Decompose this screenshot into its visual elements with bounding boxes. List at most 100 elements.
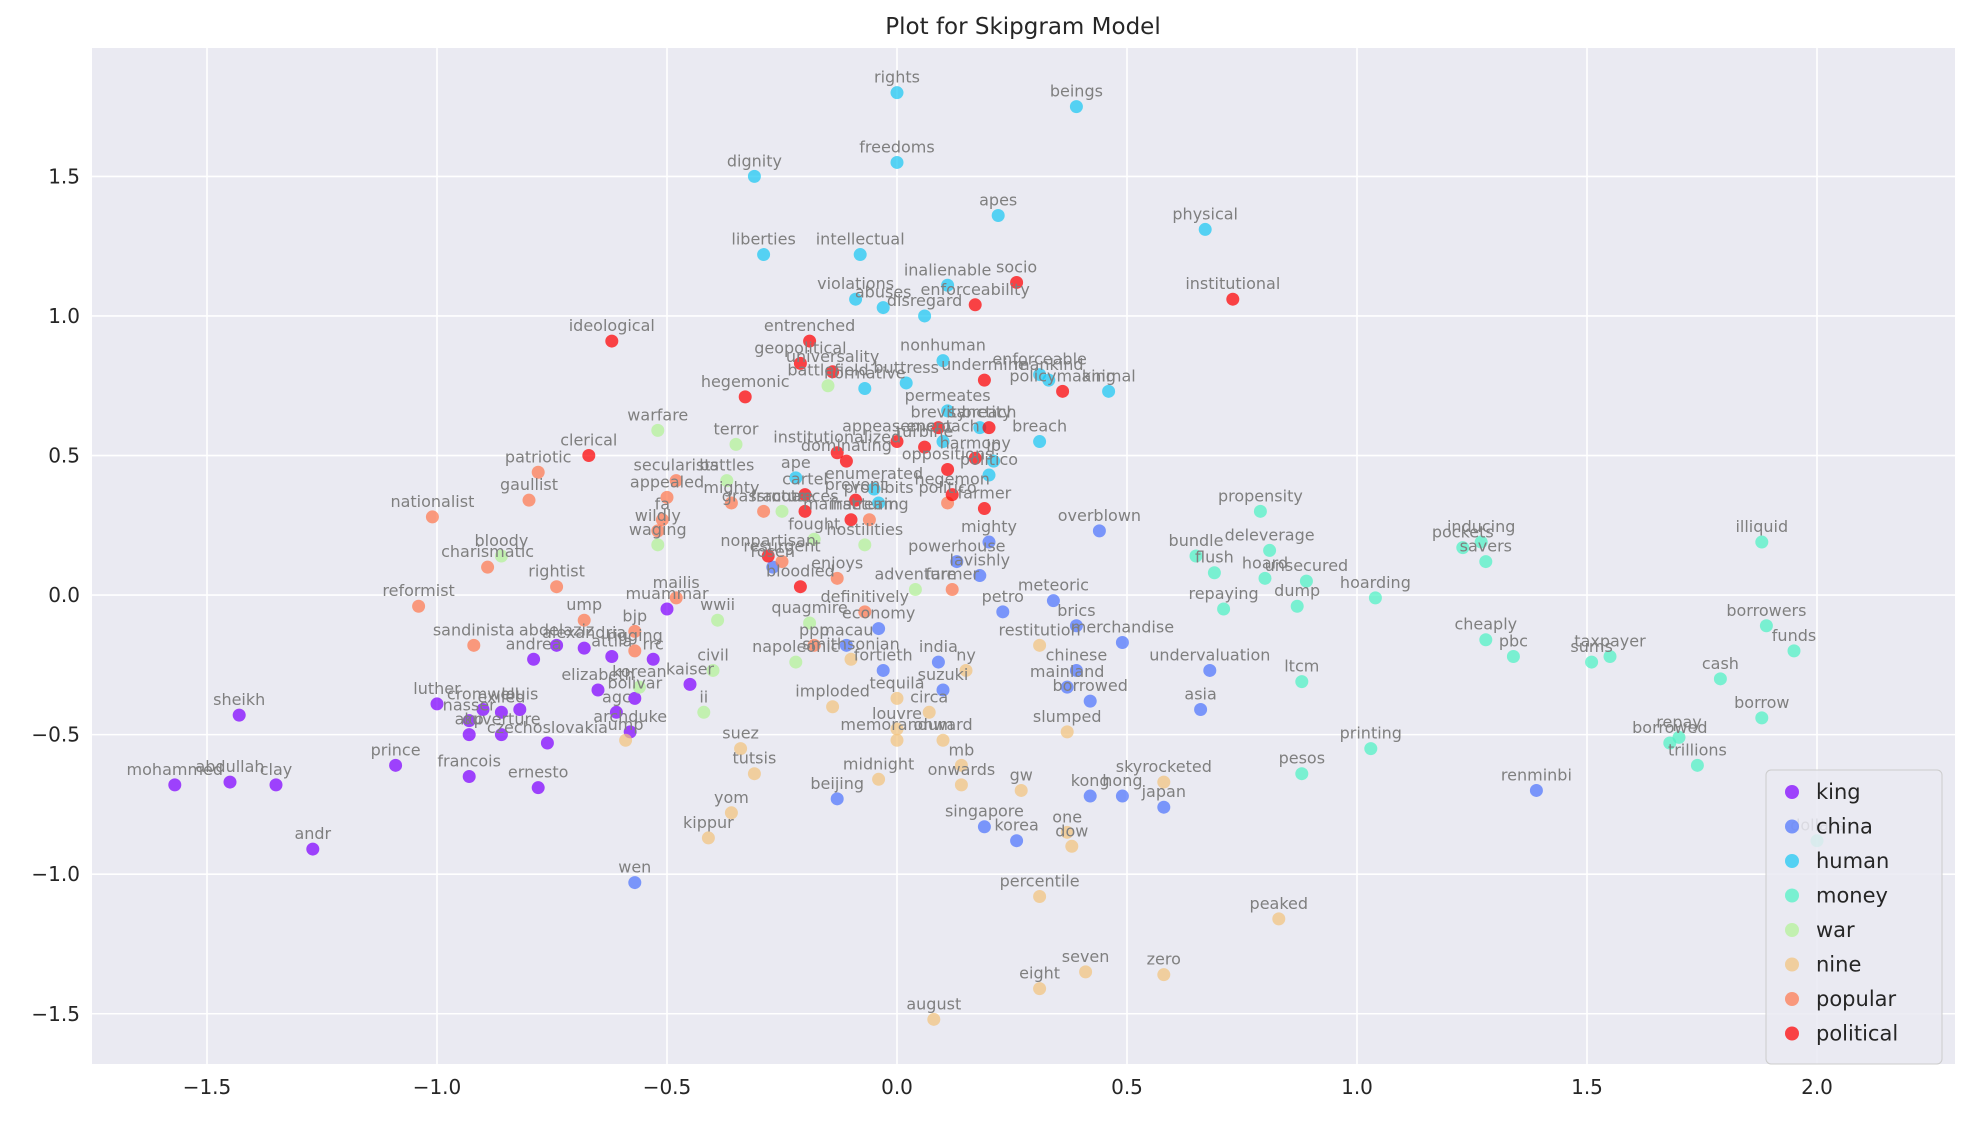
point-label: harmony xyxy=(940,433,1011,452)
data-point-nine xyxy=(747,767,761,781)
data-point-popular xyxy=(628,644,642,658)
data-point-money xyxy=(1755,711,1769,725)
data-point-china xyxy=(1115,636,1129,650)
data-point-popular xyxy=(724,496,738,510)
point-label: civil xyxy=(697,645,729,664)
point-label: bolivar xyxy=(607,673,662,692)
point-label: inalienable xyxy=(904,260,992,279)
data-point-human xyxy=(849,292,863,306)
point-label: apes xyxy=(979,190,1017,209)
data-point-nine xyxy=(954,758,968,772)
data-point-popular xyxy=(425,510,439,524)
point-label: ideological xyxy=(569,316,655,335)
point-label: politico xyxy=(919,478,977,497)
data-point-nine xyxy=(872,772,886,786)
point-label: ppp xyxy=(799,620,829,639)
point-label: rigging xyxy=(607,626,663,645)
point-label: funds xyxy=(1772,626,1816,645)
point-label: fortieth xyxy=(854,645,913,664)
legend-marker-political xyxy=(1785,1026,1799,1041)
point-label: muammar xyxy=(625,584,709,603)
point-label: ip xyxy=(986,436,1001,455)
x-tick-label: −1.5 xyxy=(183,1075,232,1099)
point-label: ouverture xyxy=(462,710,540,729)
point-label: onward xyxy=(913,715,972,734)
point-label: hong xyxy=(1102,771,1142,790)
point-label: bloodied xyxy=(766,562,835,581)
point-label: nasser xyxy=(443,696,496,715)
point-label: attila xyxy=(591,631,632,650)
data-point-human xyxy=(941,404,955,418)
point-label: korean xyxy=(612,662,667,681)
data-point-money xyxy=(1456,541,1470,555)
point-label: nationalist xyxy=(390,492,474,511)
legend-marker-war xyxy=(1785,923,1799,937)
point-label: fought xyxy=(788,514,840,533)
data-point-china xyxy=(628,876,642,890)
data-point-popular xyxy=(522,493,536,507)
point-label: smithsonian xyxy=(802,634,899,653)
point-label: mb xyxy=(949,740,975,759)
data-point-nine xyxy=(890,733,904,747)
data-point-war xyxy=(651,538,665,552)
point-label: akp xyxy=(455,710,484,729)
point-label: trillions xyxy=(1668,740,1727,759)
point-label: zero xyxy=(1147,950,1181,969)
data-point-nine xyxy=(1157,775,1171,789)
legend-marker-human xyxy=(1785,854,1799,868)
point-label: nonpartisan xyxy=(720,531,816,550)
data-point-china xyxy=(1203,663,1217,677)
data-point-political xyxy=(1056,384,1070,398)
point-label: oppositions xyxy=(902,444,994,463)
point-label: adventure xyxy=(874,564,956,583)
data-point-king xyxy=(430,697,444,711)
data-point-king xyxy=(232,708,246,722)
data-point-human xyxy=(876,301,890,315)
data-point-popular xyxy=(945,582,959,596)
data-point-nine xyxy=(826,700,840,714)
data-point-political xyxy=(931,421,945,435)
data-point-china xyxy=(839,638,853,652)
point-label: fa xyxy=(655,495,670,514)
data-point-human xyxy=(867,482,881,496)
point-label: grassroots xyxy=(722,486,806,505)
point-label: powerhouse xyxy=(908,537,1005,556)
data-point-money xyxy=(1253,504,1267,518)
point-label: ny xyxy=(956,645,976,664)
data-point-human xyxy=(1042,373,1056,387)
data-point-popular xyxy=(550,580,564,594)
data-point-nine xyxy=(701,831,715,845)
data-point-political xyxy=(826,365,840,379)
data-point-china xyxy=(1046,594,1060,608)
data-point-king xyxy=(605,649,619,663)
point-label: appealed xyxy=(630,472,704,491)
point-label: patriotic xyxy=(505,447,572,466)
point-label: petro xyxy=(982,587,1024,606)
data-point-king xyxy=(577,641,591,655)
point-label: permeates xyxy=(905,386,991,405)
data-point-china xyxy=(950,555,964,569)
point-label: borrowers xyxy=(1726,601,1806,620)
data-point-political xyxy=(968,298,982,312)
point-label: merchandise xyxy=(1071,618,1174,637)
point-label: clerical xyxy=(560,431,617,450)
point-label: inducing xyxy=(1447,517,1515,536)
x-tick-label: −0.5 xyxy=(643,1075,692,1099)
data-point-popular xyxy=(481,560,495,574)
data-point-nine xyxy=(890,691,904,705)
point-label: tutsis xyxy=(732,749,776,768)
data-point-nine xyxy=(1079,965,1093,979)
data-point-nine xyxy=(1033,982,1047,996)
point-label: mankind xyxy=(1014,355,1084,374)
data-point-popular xyxy=(807,638,821,652)
point-label: wildly xyxy=(635,506,681,525)
data-point-human xyxy=(747,169,761,183)
point-label: bloody xyxy=(474,531,528,550)
point-label: peaked xyxy=(1250,894,1309,913)
point-label: universality xyxy=(786,347,879,366)
point-label: ernesto xyxy=(508,763,569,782)
data-point-human xyxy=(1033,435,1047,449)
data-point-political xyxy=(890,435,904,449)
point-label: luther xyxy=(413,679,461,698)
